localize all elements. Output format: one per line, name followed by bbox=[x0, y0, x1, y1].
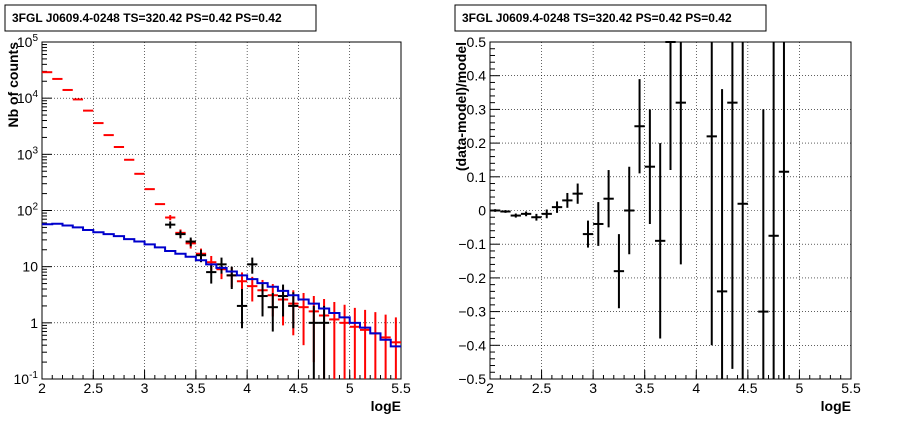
x-tick-label: 5.5 bbox=[391, 380, 411, 396]
x-tick-label: 4 bbox=[692, 380, 700, 396]
x-tick-label: 3 bbox=[589, 380, 597, 396]
y-axis-label: Nb of counts bbox=[5, 42, 21, 128]
y-tick-label: 103 bbox=[17, 145, 39, 162]
x-tick-label: 5 bbox=[346, 380, 354, 396]
title-box bbox=[4, 4, 317, 32]
x-tick-label: 4.5 bbox=[289, 380, 309, 396]
x-tick-label: 4 bbox=[243, 380, 251, 396]
y-tick-label: −0.4 bbox=[458, 337, 486, 353]
x-axis-label: logE bbox=[821, 398, 851, 414]
y-tick-label: 10 bbox=[22, 259, 38, 275]
x-axis-label: logE bbox=[371, 398, 401, 414]
y-tick-label: 104 bbox=[17, 89, 39, 106]
x-tick-label: 3.5 bbox=[635, 380, 655, 396]
y-tick-label: 0.4 bbox=[467, 68, 487, 84]
x-tick-label: 2 bbox=[486, 380, 494, 396]
y-tick-label: −0.5 bbox=[458, 371, 486, 387]
x-tick-label: 5.5 bbox=[841, 380, 861, 396]
y-tick-label: −0.2 bbox=[458, 270, 486, 286]
y-tick-label: 10-1 bbox=[14, 370, 39, 387]
y-tick-label: 0.3 bbox=[467, 101, 487, 117]
x-tick-label: 3 bbox=[141, 380, 149, 396]
y-tick-label: 105 bbox=[17, 33, 39, 50]
y-tick-label: 0.2 bbox=[467, 135, 487, 151]
y-tick-label: −0.3 bbox=[458, 304, 486, 320]
y-tick-label: 102 bbox=[17, 202, 39, 219]
y-tick-label: −0.1 bbox=[458, 236, 486, 252]
y-tick-label: 0 bbox=[478, 203, 486, 219]
x-tick-label: 5 bbox=[796, 380, 804, 396]
x-tick-label: 4.5 bbox=[738, 380, 758, 396]
plot-frame bbox=[41, 41, 402, 380]
y-axis-label: (data-model)/model bbox=[453, 42, 469, 171]
y-tick-label: 0.5 bbox=[467, 34, 487, 50]
x-tick-label: 2.5 bbox=[532, 380, 552, 396]
chart-title: 3FGL J0609.4-0248 TS=320.42 PS=0.42 PS=0… bbox=[12, 11, 282, 25]
chart-title: 3FGL J0609.4-0248 TS=320.42 PS=0.42 PS=0… bbox=[462, 11, 732, 25]
x-tick-label: 2.5 bbox=[84, 380, 104, 396]
x-tick-label: 2 bbox=[38, 380, 46, 396]
y-tick-label: 0.1 bbox=[467, 169, 487, 185]
x-tick-label: 3.5 bbox=[186, 380, 206, 396]
model-step-line bbox=[42, 222, 401, 348]
title-box bbox=[454, 4, 767, 32]
y-tick-label: 1 bbox=[30, 315, 38, 331]
